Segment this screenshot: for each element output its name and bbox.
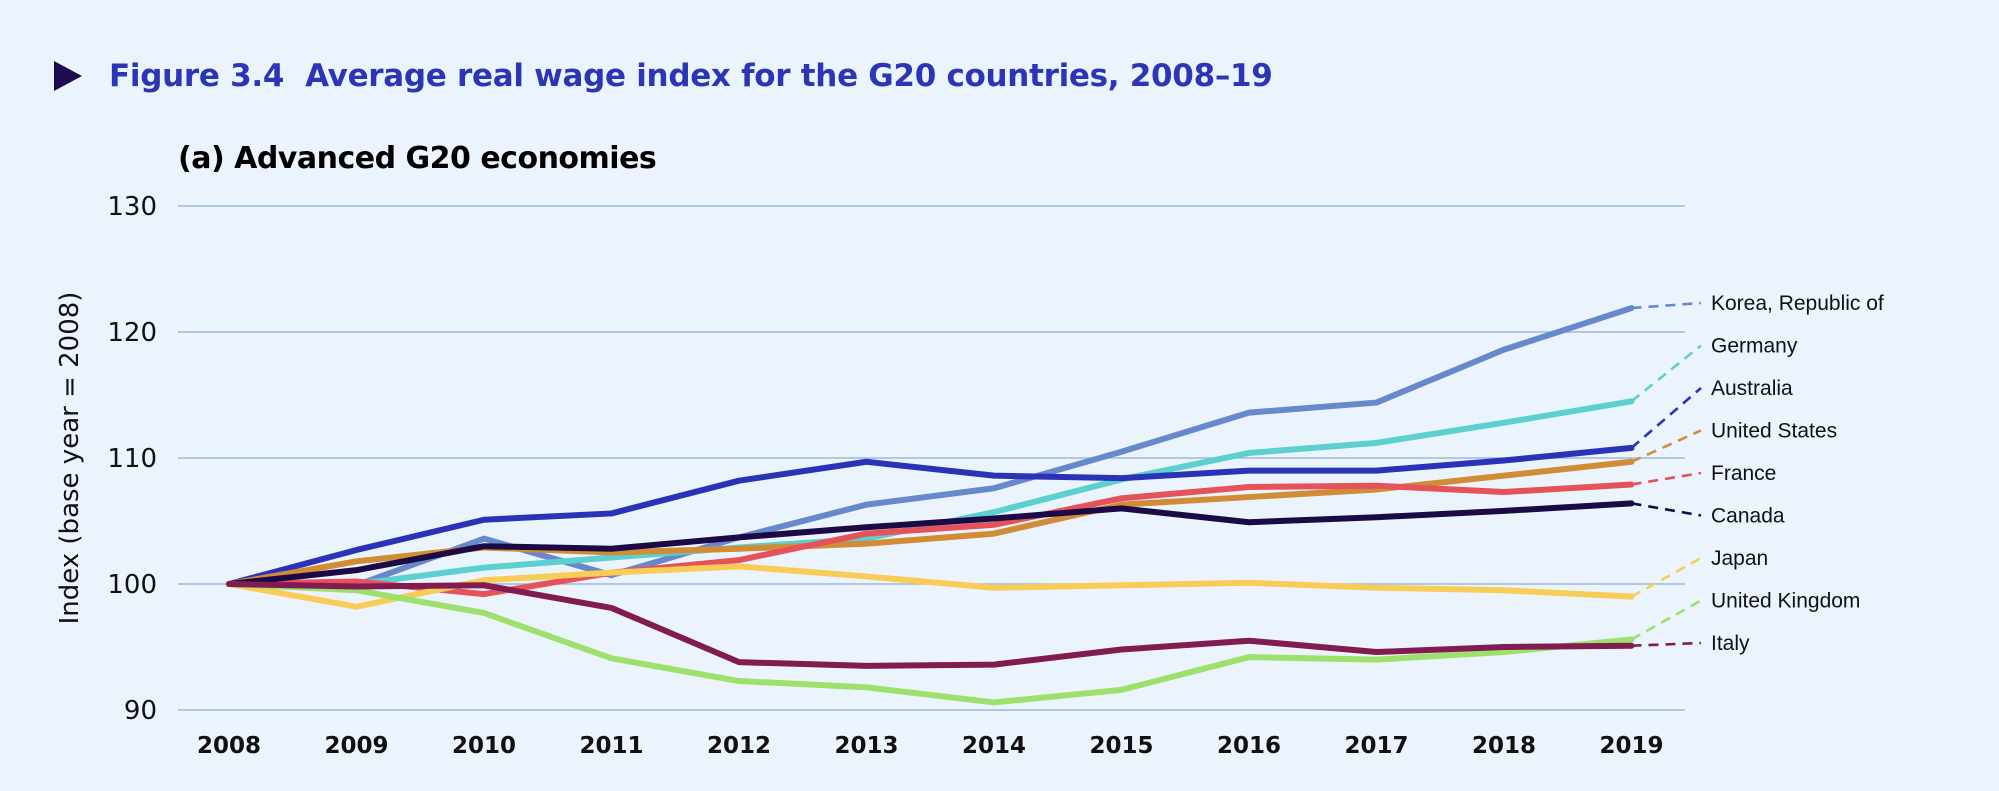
legend-label: Japan [1711,547,1768,570]
legend-label: Italy [1711,632,1750,655]
y-tick-label: 120 [107,318,157,348]
legend-label: Korea, Republic of [1711,292,1884,315]
x-tick-label: 2017 [1344,733,1408,759]
y-tick-label: 130 [107,192,157,222]
y-tick-label: 100 [107,570,157,600]
x-tick-label: 2013 [834,733,898,759]
series-line-korea-republic-of [226,305,1635,589]
x-tick-label: 2018 [1472,733,1536,759]
gridlines [178,205,1685,711]
chart-subtitle: (a) Advanced G20 economies [178,141,657,176]
series-line-italy [226,581,1635,669]
x-tick-label: 2009 [324,733,388,759]
y-tick-label: 90 [124,696,157,726]
x-tick-label: 2014 [962,733,1026,759]
legend-label: United Kingdom [1711,590,1860,613]
series-line-canada [226,500,1635,587]
x-tick-label: 2011 [579,733,643,759]
figure-header: Figure 3.4 Average real wage index for t… [54,56,1273,96]
legend-labels: Korea, Republic of Germany Australia United… [1711,292,1884,655]
legend-leader-line [1630,387,1702,449]
y-axis-ticks: 90 100 110 120 130 [107,192,157,726]
legend-label: Canada [1711,505,1785,528]
series-line-france [226,481,1635,598]
x-axis-ticks: 2008 2009 2010 2011 2012 2013 2014 2015 2016 2017… [197,733,1664,759]
x-tick-label: 2015 [1089,733,1153,759]
legend-leader-line [1630,599,1702,641]
legend-leader-line [1630,429,1702,463]
legend-leader-lines [1630,301,1702,648]
legend-label: Germany [1711,335,1798,358]
legend-label: United States [1711,420,1837,443]
x-tick-label: 2010 [452,733,516,759]
x-tick-label: 2016 [1217,733,1281,759]
figure-title: Figure 3.4 Average real wage index for t… [109,58,1273,94]
legend-leader-line [1630,344,1702,403]
triangle-right-icon [54,61,82,91]
x-tick-label: 2019 [1599,733,1663,759]
legend-leader-line [1631,641,1702,648]
legend-leader-line [1631,471,1702,486]
x-tick-label: 2008 [197,733,261,759]
x-tick-label: 2012 [707,733,771,759]
y-axis-label: Index (base year = 2008) [55,292,85,625]
legend-leader-line [1631,502,1702,517]
legend-leader-line [1630,556,1702,598]
legend-label: Australia [1711,377,1793,400]
series-line-united-kingdom [226,581,1635,706]
legend-label: France [1711,462,1776,485]
series-lines [226,305,1635,706]
legend-leader-line [1631,301,1702,310]
series-line-australia [226,444,1635,587]
y-tick-label: 110 [107,444,157,474]
